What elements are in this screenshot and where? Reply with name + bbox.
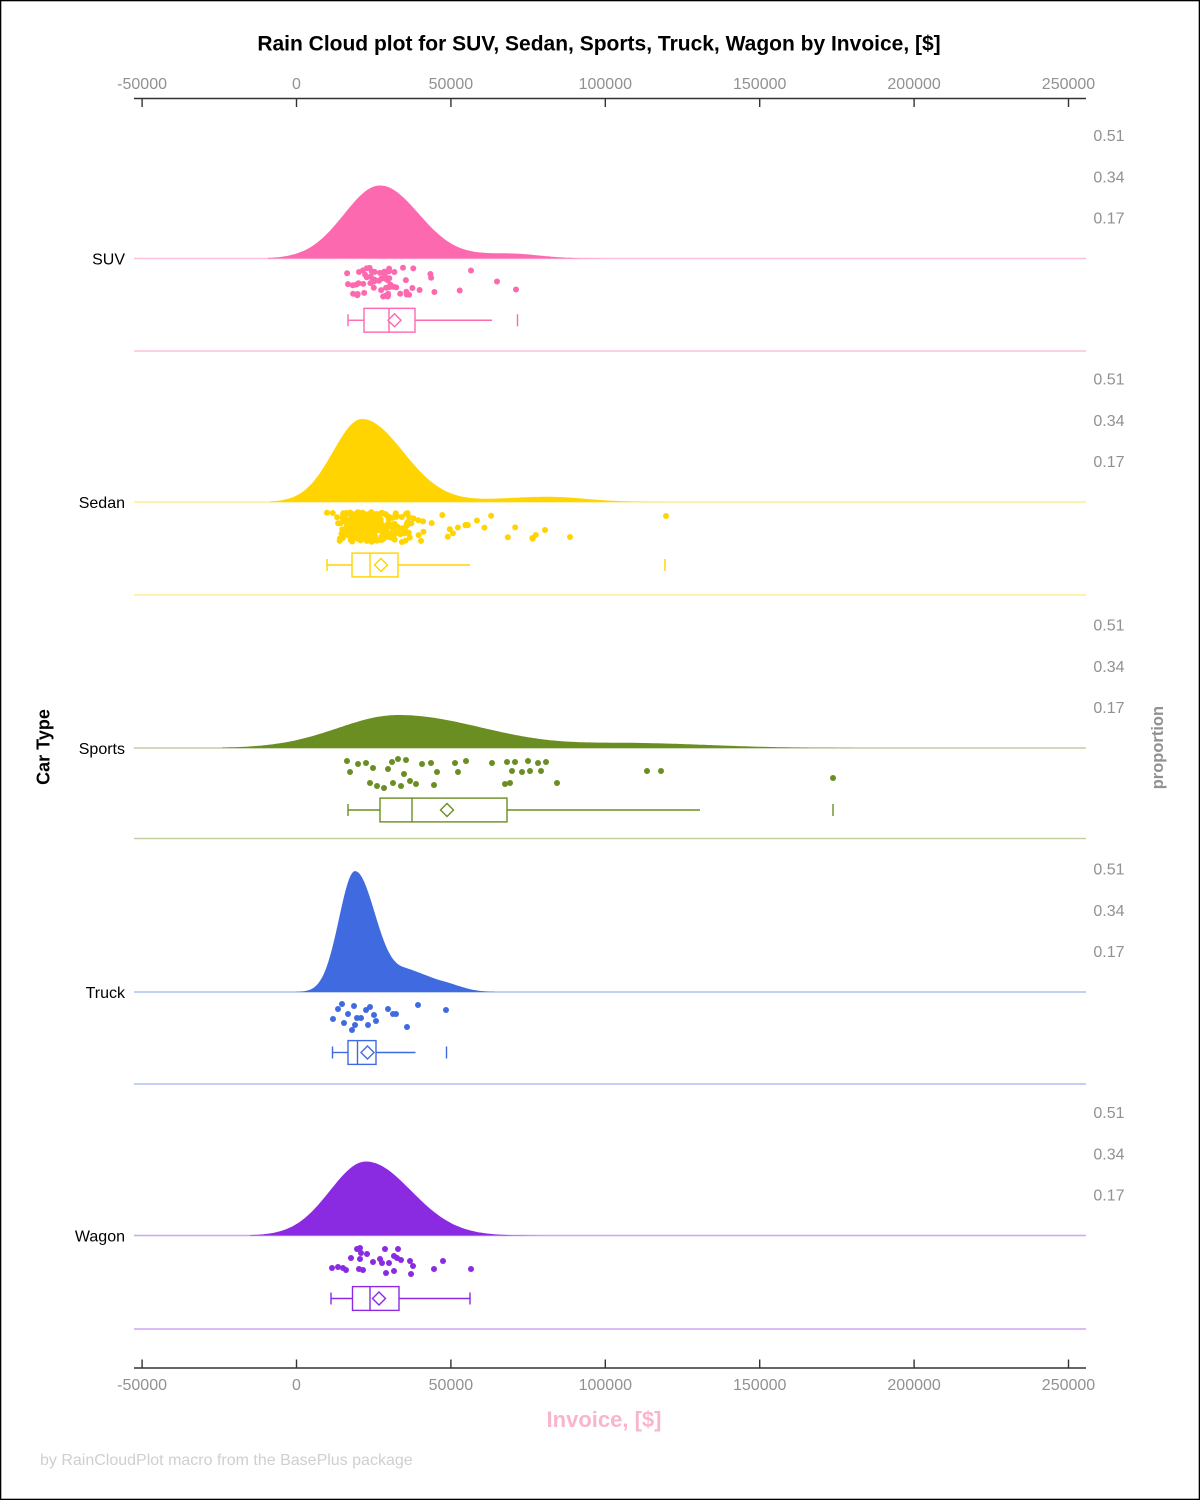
svg-text:Invoice, [$]: Invoice, [$] (547, 1407, 662, 1432)
svg-text:0: 0 (292, 76, 301, 93)
svg-text:0.17: 0.17 (1093, 1188, 1124, 1205)
svg-text:50000: 50000 (429, 76, 474, 93)
svg-text:100000: 100000 (579, 1377, 632, 1394)
svg-text:Wagon: Wagon (75, 1229, 125, 1246)
svg-text:Rain Cloud plot for SUV, Sedan: Rain Cloud plot for SUV, Sedan, Sports, … (257, 33, 940, 56)
svg-text:-50000: -50000 (117, 1377, 167, 1394)
svg-text:0.34: 0.34 (1093, 413, 1124, 430)
svg-text:Sports: Sports (79, 741, 125, 758)
svg-text:0.51: 0.51 (1093, 1105, 1124, 1122)
svg-text:by RainCloudPlot macro from th: by RainCloudPlot macro from the BasePlus… (40, 1452, 413, 1469)
svg-text:150000: 150000 (733, 76, 786, 93)
svg-text:SUV: SUV (92, 252, 125, 269)
svg-text:200000: 200000 (887, 1377, 940, 1394)
svg-text:0.17: 0.17 (1093, 944, 1124, 961)
svg-text:50000: 50000 (429, 1377, 474, 1394)
svg-text:0.34: 0.34 (1093, 169, 1124, 186)
svg-text:Sedan: Sedan (79, 495, 125, 512)
svg-text:250000: 250000 (1042, 76, 1095, 93)
svg-text:-50000: -50000 (117, 76, 167, 93)
svg-text:250000: 250000 (1042, 1377, 1095, 1394)
svg-text:100000: 100000 (579, 76, 632, 93)
svg-text:200000: 200000 (887, 76, 940, 93)
svg-text:0.51: 0.51 (1093, 128, 1124, 145)
svg-text:150000: 150000 (733, 1377, 786, 1394)
svg-text:0.17: 0.17 (1093, 454, 1124, 471)
svg-text:0.34: 0.34 (1093, 659, 1124, 676)
svg-text:0.17: 0.17 (1093, 700, 1124, 717)
svg-text:0.51: 0.51 (1093, 618, 1124, 635)
svg-text:0: 0 (292, 1377, 301, 1394)
svg-text:0.51: 0.51 (1093, 372, 1124, 389)
svg-text:Truck: Truck (86, 985, 126, 1002)
svg-text:0.17: 0.17 (1093, 211, 1124, 228)
svg-text:Car Type: Car Type (34, 709, 54, 785)
svg-text:0.51: 0.51 (1093, 862, 1124, 879)
svg-text:proportion: proportion (1149, 706, 1167, 789)
svg-text:0.34: 0.34 (1093, 903, 1124, 920)
svg-text:0.34: 0.34 (1093, 1146, 1124, 1163)
